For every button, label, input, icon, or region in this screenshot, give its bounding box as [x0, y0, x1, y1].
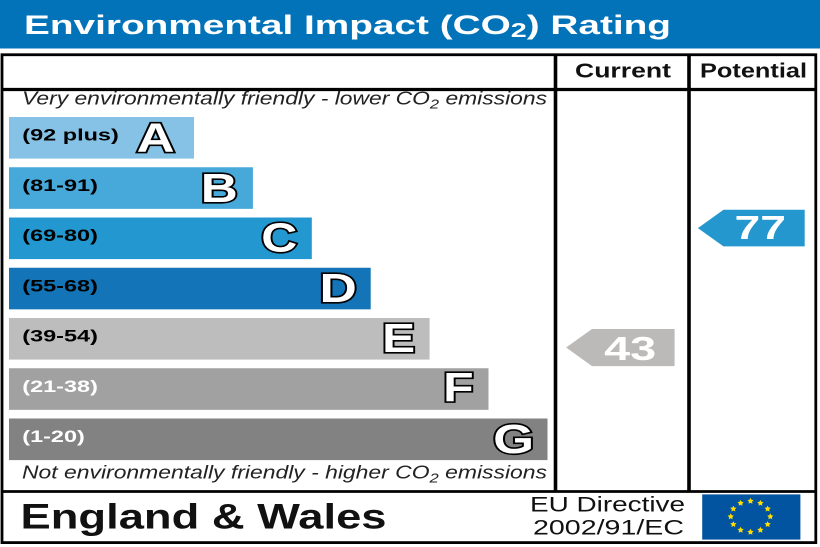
svg-text:(81-91): (81-91)	[22, 176, 98, 195]
svg-text:(92 plus): (92 plus)	[22, 126, 119, 145]
svg-text:(1-20): (1-20)	[22, 427, 85, 446]
svg-text:Not environmentally friendly -: Not environmentally friendly - higher CO…	[22, 463, 547, 486]
svg-text:Environmental Impact (CO2) Rat: Environmental Impact (CO 2) Rating	[24, 10, 671, 42]
svg-text:43: 43	[604, 331, 656, 368]
svg-text:E: E	[382, 315, 415, 361]
svg-text:2002/91/EC: 2002/91/EC	[533, 517, 684, 540]
svg-text:EU Directive: EU Directive	[530, 493, 685, 516]
svg-text:F: F	[443, 365, 474, 411]
svg-text:77: 77	[735, 210, 787, 247]
svg-text:B: B	[201, 165, 238, 211]
svg-text:A: A	[137, 114, 175, 160]
svg-text:Current: Current	[575, 61, 671, 83]
svg-text:C: C	[261, 214, 297, 260]
svg-text:Very environmentally friendly: Very environmentally friendly - lower CO…	[22, 89, 547, 112]
svg-text:(21-38): (21-38)	[22, 377, 98, 396]
svg-text:(39-54): (39-54)	[22, 327, 98, 346]
svg-text:D: D	[320, 265, 357, 311]
svg-text:England & Wales: England & Wales	[21, 498, 387, 537]
svg-text:G: G	[493, 416, 534, 462]
svg-text:(55-68): (55-68)	[22, 276, 98, 295]
svg-text:(69-80): (69-80)	[22, 226, 98, 245]
svg-text:Potential: Potential	[700, 61, 807, 83]
